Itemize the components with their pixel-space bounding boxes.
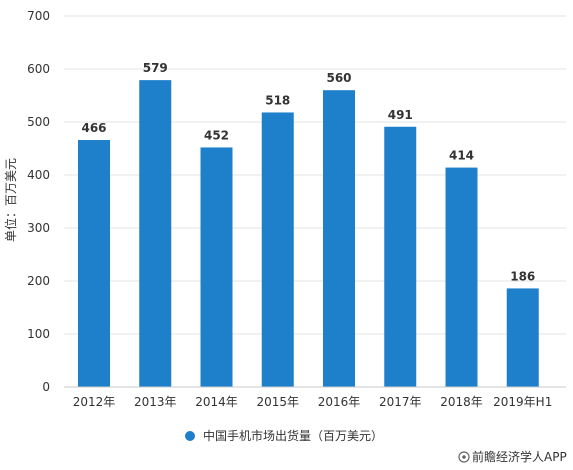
- y-tick-label: 100: [27, 327, 50, 341]
- y-tick-label: 700: [27, 9, 50, 23]
- y-tick-label: 600: [27, 62, 50, 76]
- bar: [200, 147, 233, 387]
- y-tick-label: 0: [42, 380, 50, 394]
- data-label: 579: [143, 61, 168, 75]
- data-label: 560: [326, 71, 351, 85]
- data-label: 518: [265, 93, 290, 107]
- y-axis-title: 单位：百万美元: [3, 158, 18, 242]
- legend: 中国手机市场出货量（百万美元）: [185, 428, 383, 443]
- x-tick-label: 2013年: [134, 395, 177, 409]
- data-label: 452: [204, 128, 229, 142]
- x-tick-label: 2018年: [440, 395, 483, 409]
- data-label: 186: [510, 269, 535, 283]
- y-tick-label: 500: [27, 115, 50, 129]
- bars: [78, 80, 539, 388]
- bar: [78, 140, 110, 387]
- legend-marker: [185, 431, 195, 441]
- x-tick-label: 2017年: [379, 395, 422, 409]
- legend-label: 中国手机市场出货量（百万美元）: [203, 428, 383, 443]
- x-axis-ticks: 2012年 2013年 2014年 2015年 2016年 2017年 2018年 2019年…: [73, 395, 553, 409]
- data-labels: 466 579 452 518 560 491 414 186: [81, 61, 535, 283]
- source-logo-icon-dot: [462, 455, 466, 459]
- bar: [506, 288, 539, 387]
- source-text: 前瞻经济学人APP: [472, 449, 567, 464]
- x-tick-label: 2019年H1: [493, 395, 552, 409]
- bar: [323, 90, 355, 387]
- y-tick-label: 400: [27, 168, 50, 182]
- y-tick-label: 300: [27, 221, 50, 235]
- x-tick-label: 2016年: [318, 395, 361, 409]
- x-tick-label: 2015年: [256, 395, 299, 409]
- bar: [261, 112, 294, 388]
- bar: [445, 167, 478, 387]
- footer: 前瞻经济学人APP: [458, 449, 567, 464]
- data-label: 491: [388, 108, 413, 122]
- x-tick-label: 2012年: [73, 395, 116, 409]
- bar: [384, 126, 417, 388]
- data-label: 466: [81, 121, 106, 135]
- x-tick-label: 2014年: [195, 395, 238, 409]
- y-axis-ticks: 0 100 200 300 400 500 600 700: [27, 9, 50, 394]
- source-logo-icon: [458, 451, 470, 463]
- y-tick-label: 200: [27, 274, 50, 288]
- data-label: 414: [449, 149, 474, 163]
- bar: [139, 80, 172, 387]
